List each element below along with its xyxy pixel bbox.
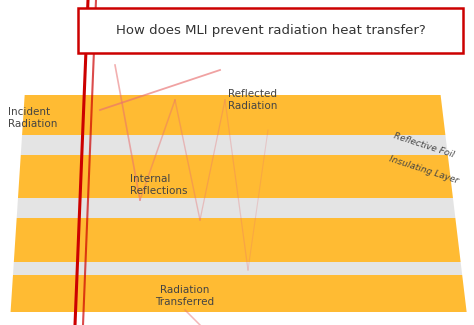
Polygon shape	[22, 95, 446, 135]
Text: How does MLI prevent radiation heat transfer?: How does MLI prevent radiation heat tran…	[116, 24, 425, 37]
Text: Reflected
Radiation: Reflected Radiation	[228, 89, 277, 111]
Polygon shape	[13, 262, 462, 275]
Polygon shape	[14, 218, 461, 262]
FancyBboxPatch shape	[78, 8, 463, 53]
Polygon shape	[17, 198, 456, 218]
Polygon shape	[10, 275, 466, 312]
Polygon shape	[18, 155, 453, 198]
Text: Radiation
Transferred: Radiation Transferred	[155, 285, 215, 306]
Text: Internal
Reflections: Internal Reflections	[130, 174, 188, 196]
Text: Insulating Layer: Insulating Layer	[388, 155, 460, 186]
Text: Reflective Foil: Reflective Foil	[392, 131, 455, 159]
Text: Incident
Radiation: Incident Radiation	[8, 107, 57, 129]
Polygon shape	[21, 135, 448, 155]
